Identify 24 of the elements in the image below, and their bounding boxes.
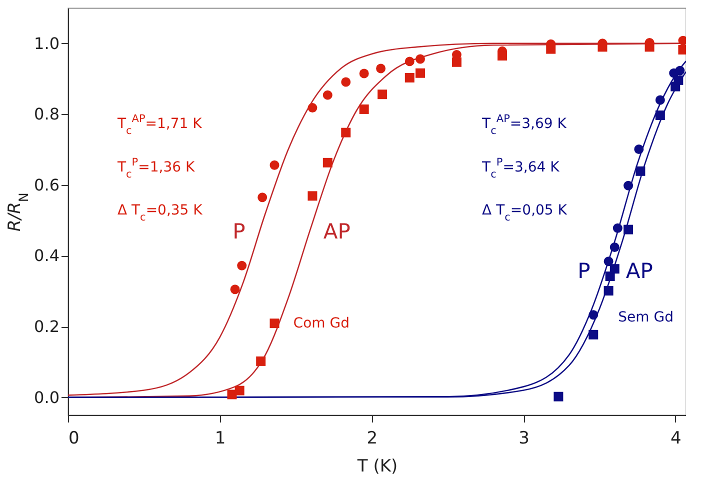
y-tick-label: 0.2 [34, 317, 60, 336]
y-tick-label: 0.6 [34, 175, 60, 194]
series-label: P [232, 219, 246, 244]
y-tick-label: 0.8 [34, 104, 60, 124]
annotation: T$_{c}$$^{AP}$=3,69 K [481, 112, 568, 137]
x-tick-label: 2 [366, 428, 378, 448]
annotation: T$_{c}$$^{P}$=3,64 K [481, 156, 560, 181]
x-tick-label: 0 [68, 428, 80, 448]
series-label: AP [323, 219, 350, 244]
series-label: P [578, 259, 590, 284]
annotation: Sem Gd [618, 309, 674, 326]
annotation: Com Gd [293, 315, 350, 332]
y-tick-label: 0.4 [34, 246, 60, 266]
annotation: Δ T$_{c}$=0,35 K [117, 202, 204, 224]
series-label: AP [626, 259, 653, 284]
x-axis-title: T (K) [356, 456, 398, 476]
annotation: T$_{c}$$^{P}$=1,36 K [116, 156, 196, 181]
annotation: T$_{c}$$^{AP}$=1,71 K [116, 112, 203, 137]
x-tick-label: 3 [518, 428, 530, 448]
y-tick-label: 0.0 [34, 388, 60, 407]
x-tick-label: 1 [214, 428, 226, 448]
annotation: Δ T$_{c}$=0,05 K [482, 202, 568, 224]
y-tick-label: 1.0 [34, 34, 60, 53]
x-tick-label: 4 [670, 428, 682, 448]
